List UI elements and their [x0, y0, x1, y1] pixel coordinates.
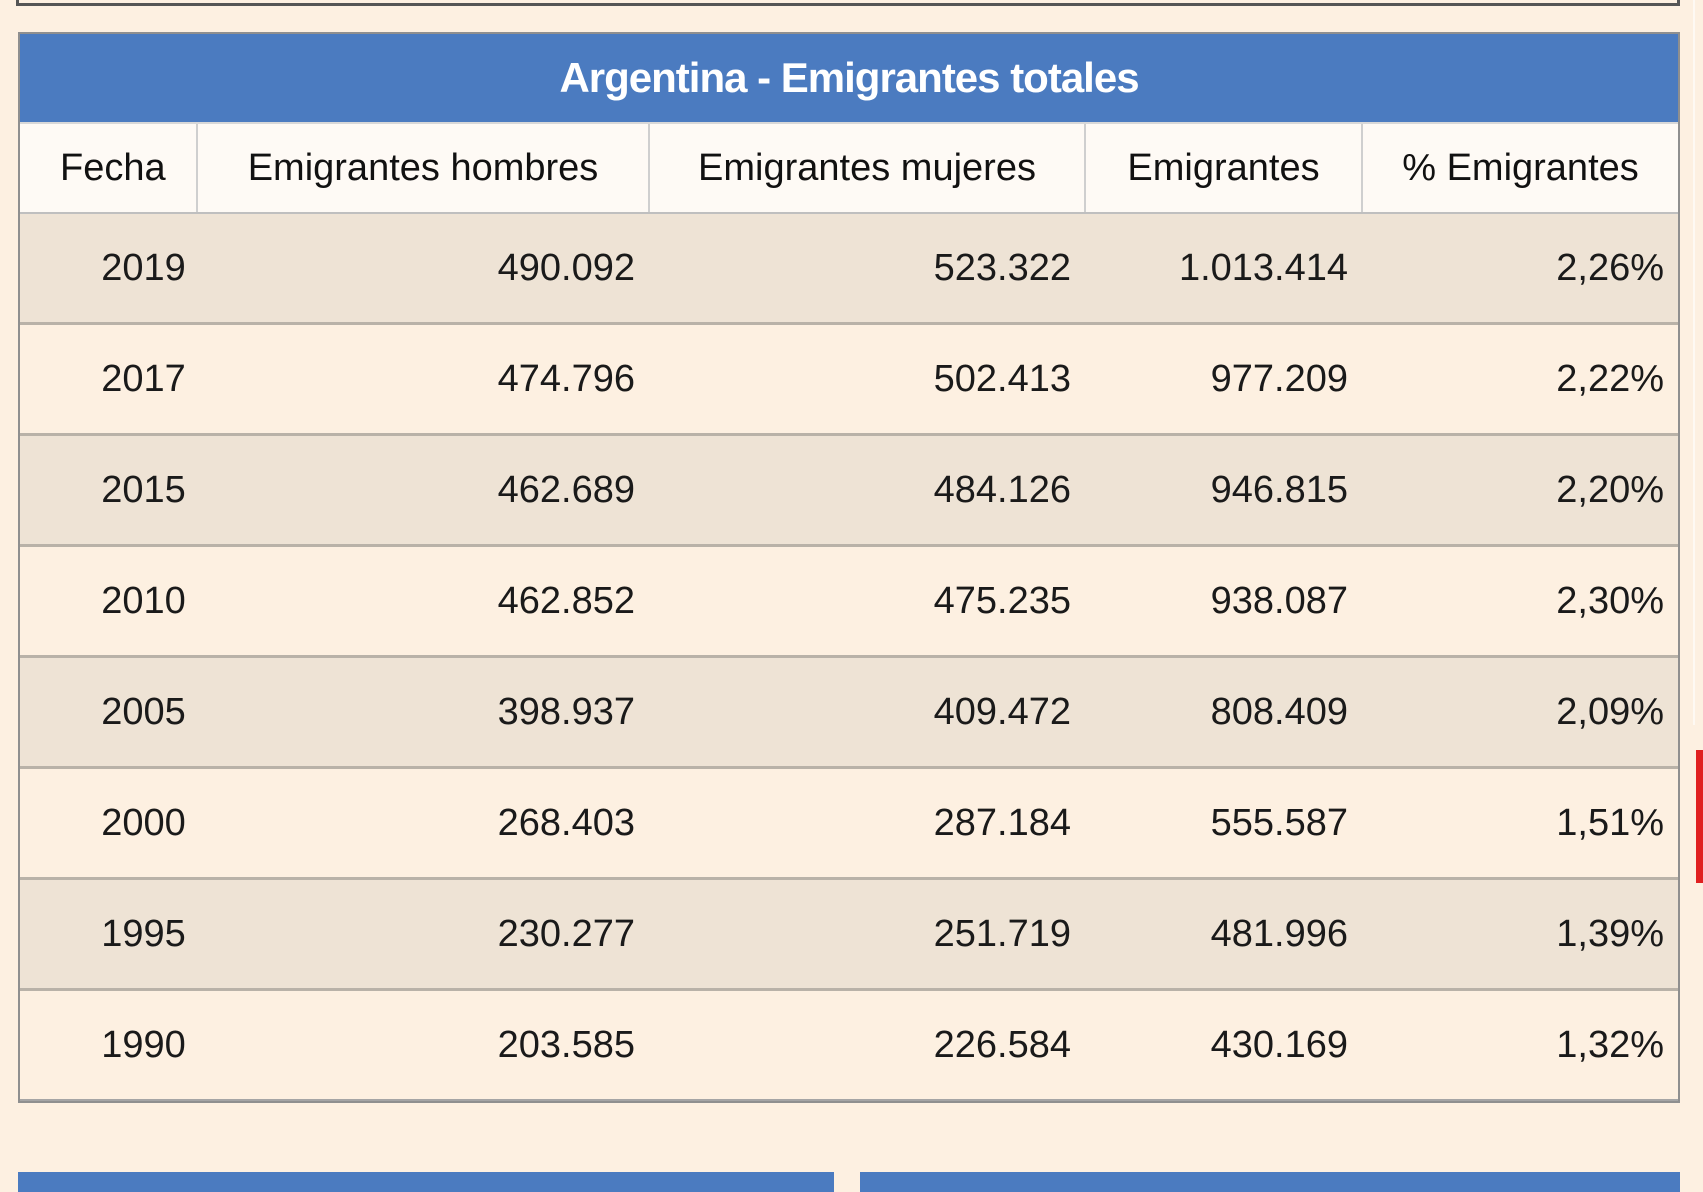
cell-fecha: 2000 — [20, 767, 197, 880]
cell-porcentaje-emigrantes: 1,39% — [1362, 878, 1678, 991]
table-row: 1990 203.585 226.584 430.169 1,32% — [20, 989, 1678, 1101]
cell-emigrantes: 808.409 — [1085, 656, 1362, 769]
column-header-porcentaje-emigrantes[interactable]: % Emigrantes — [1362, 124, 1678, 214]
cell-emigrantes: 430.169 — [1085, 989, 1362, 1101]
cell-emigrantes: 1.013.414 — [1085, 213, 1362, 325]
table-row: 2005 398.937 409.472 808.409 2,09% — [20, 656, 1678, 769]
cell-emigrantes-hombres: 462.852 — [197, 545, 649, 658]
cell-porcentaje-emigrantes: 2,09% — [1362, 656, 1678, 769]
next-panel-header-left — [18, 1172, 834, 1192]
table-title: Argentina - Emigrantes totales — [20, 34, 1678, 124]
cell-fecha: 2015 — [20, 434, 197, 547]
table-header-row: Fecha Emigrantes hombres Emigrantes muje… — [20, 124, 1678, 214]
cell-porcentaje-emigrantes: 1,51% — [1362, 767, 1678, 880]
cell-emigrantes: 946.815 — [1085, 434, 1362, 547]
column-header-emigrantes-mujeres[interactable]: Emigrantes mujeres — [649, 124, 1086, 214]
cell-porcentaje-emigrantes: 2,26% — [1362, 213, 1678, 325]
cell-porcentaje-emigrantes: 2,30% — [1362, 545, 1678, 658]
emigrants-table: Fecha Emigrantes hombres Emigrantes muje… — [20, 124, 1678, 1101]
cell-porcentaje-emigrantes: 1,32% — [1362, 989, 1678, 1101]
table-row: 2000 268.403 287.184 555.587 1,51% — [20, 767, 1678, 880]
column-header-emigrantes-hombres[interactable]: Emigrantes hombres — [197, 124, 650, 214]
cell-emigrantes-hombres: 474.796 — [197, 323, 649, 436]
cell-emigrantes-hombres: 398.937 — [197, 656, 649, 769]
cell-fecha: 1995 — [20, 878, 197, 991]
table-row: 2017 474.796 502.413 977.209 2,22% — [20, 323, 1678, 436]
page-edge-divider — [1693, 0, 1695, 725]
column-header-fecha[interactable]: Fecha — [20, 124, 198, 214]
cell-emigrantes-hombres: 230.277 — [197, 878, 649, 991]
cell-emigrantes: 977.209 — [1085, 323, 1362, 436]
table-row: 2019 490.092 523.322 1.013.414 2,26% — [20, 213, 1678, 325]
cell-porcentaje-emigrantes: 2,22% — [1362, 323, 1678, 436]
cell-emigrantes-hombres: 268.403 — [197, 767, 649, 880]
cell-emigrantes-mujeres: 502.413 — [649, 323, 1085, 436]
next-panel-header-right — [860, 1172, 1680, 1192]
cell-emigrantes-hombres: 490.092 — [197, 213, 649, 325]
cell-emigrantes-mujeres: 523.322 — [649, 213, 1085, 325]
cell-emigrantes-mujeres: 287.184 — [649, 767, 1085, 880]
cell-fecha: 2005 — [20, 656, 197, 769]
cell-emigrantes-mujeres: 484.126 — [649, 434, 1085, 547]
cell-emigrantes: 481.996 — [1085, 878, 1362, 991]
cell-emigrantes-hombres: 462.689 — [197, 434, 649, 547]
cell-porcentaje-emigrantes: 2,20% — [1362, 434, 1678, 547]
cell-emigrantes-mujeres: 251.719 — [649, 878, 1085, 991]
side-scroll-marker[interactable] — [1696, 750, 1703, 883]
column-header-emigrantes[interactable]: Emigrantes — [1085, 124, 1363, 214]
cell-emigrantes-mujeres: 475.235 — [649, 545, 1085, 658]
cell-fecha: 2019 — [20, 213, 197, 325]
cell-fecha: 1990 — [20, 989, 197, 1101]
cell-fecha: 2010 — [20, 545, 197, 658]
cell-emigrantes-hombres: 203.585 — [197, 989, 649, 1101]
table-row: 2010 462.852 475.235 938.087 2,30% — [20, 545, 1678, 658]
table-row: 1995 230.277 251.719 481.996 1,39% — [20, 878, 1678, 991]
cell-emigrantes-mujeres: 409.472 — [649, 656, 1085, 769]
cell-fecha: 2017 — [20, 323, 197, 436]
cell-emigrantes: 555.587 — [1085, 767, 1362, 880]
previous-panel-frame — [16, 0, 1680, 6]
emigrants-table-panel: Argentina - Emigrantes totales Fecha Emi… — [18, 32, 1680, 1103]
cell-emigrantes: 938.087 — [1085, 545, 1362, 658]
cell-emigrantes-mujeres: 226.584 — [649, 989, 1085, 1101]
table-row: 2015 462.689 484.126 946.815 2,20% — [20, 434, 1678, 547]
